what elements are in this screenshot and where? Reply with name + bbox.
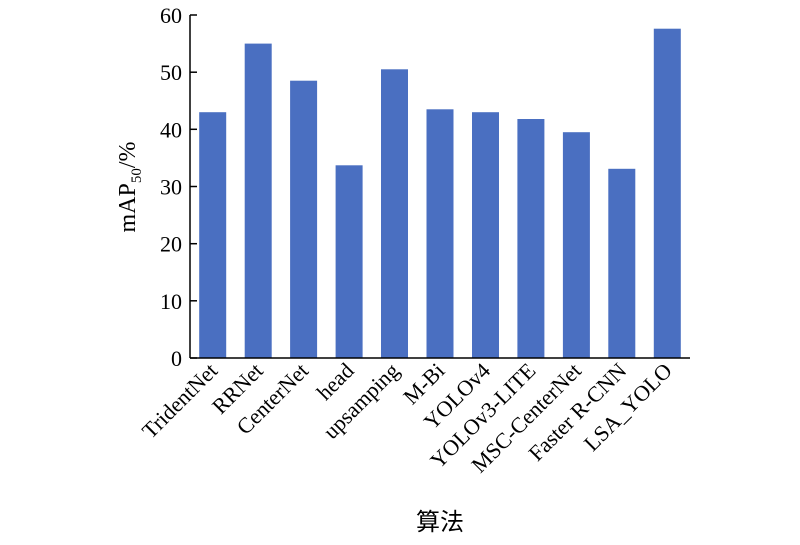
bar-2 bbox=[290, 80, 318, 358]
bar-3 bbox=[335, 165, 363, 358]
y-tick-label-3: 30 bbox=[160, 175, 182, 200]
bar-9 bbox=[608, 168, 636, 358]
y-tick-label-0: 0 bbox=[171, 346, 182, 371]
y-axis-title-main: mAP bbox=[115, 183, 141, 232]
bar-1 bbox=[244, 43, 272, 358]
y-ticks-group: 0 10 20 30 40 50 60 bbox=[160, 3, 197, 371]
y-axis-title: mAP50/% bbox=[115, 141, 145, 232]
bars-group bbox=[199, 28, 681, 359]
y-tick-label-6: 60 bbox=[160, 3, 182, 28]
x-axis-title: 算法 bbox=[416, 509, 464, 536]
y-tick-label-4: 40 bbox=[160, 117, 182, 142]
y-tick-label-2: 20 bbox=[160, 232, 182, 257]
bar-5 bbox=[426, 109, 454, 358]
x-tick-labels-group: TridentNetRRNetCenterNetheadupsampingM-B… bbox=[137, 358, 677, 478]
y-tick-label-1: 10 bbox=[160, 289, 182, 314]
y-axis-title-subscript: 50 bbox=[129, 168, 145, 183]
bar-0 bbox=[199, 112, 227, 358]
y-axis-title-suffix: /% bbox=[115, 141, 141, 168]
bar-10 bbox=[653, 28, 681, 358]
bar-7 bbox=[517, 119, 545, 358]
bar-6 bbox=[472, 112, 499, 358]
bar-8 bbox=[562, 132, 590, 358]
bar-4 bbox=[381, 69, 408, 359]
y-tick-label-5: 50 bbox=[160, 60, 182, 85]
